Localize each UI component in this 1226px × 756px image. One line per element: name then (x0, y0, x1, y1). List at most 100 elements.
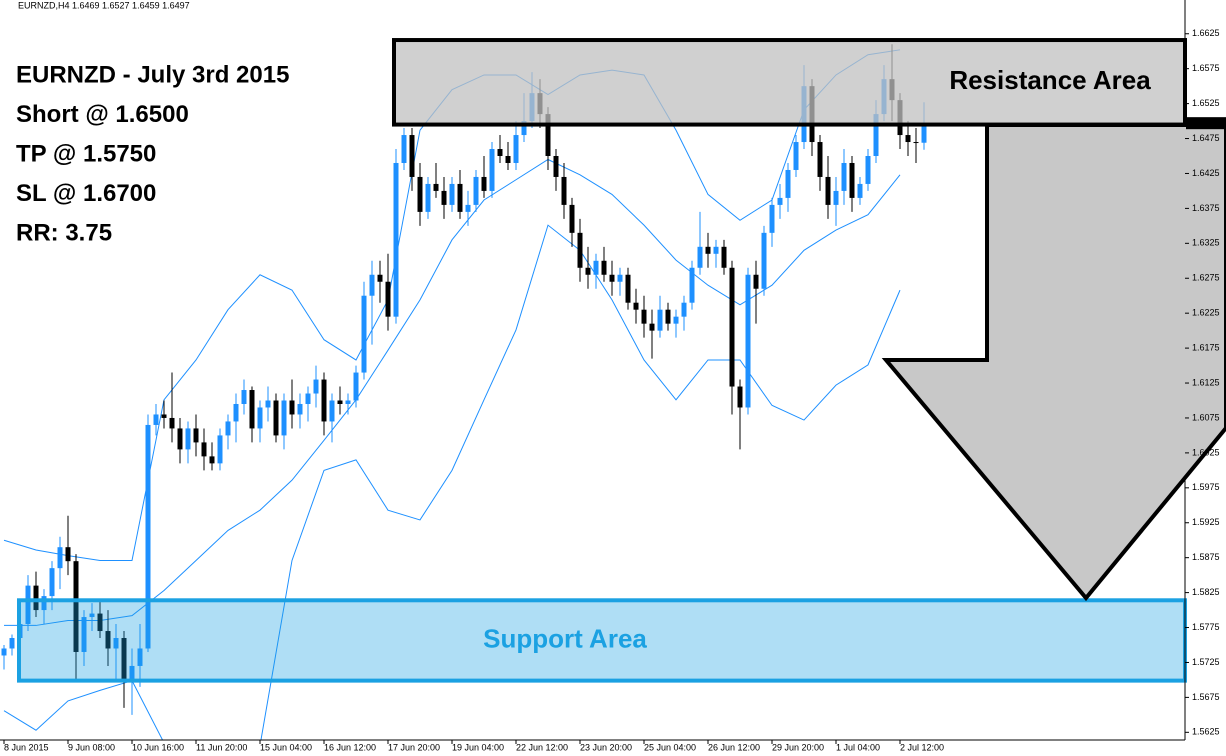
price-tag (1186, 117, 1226, 130)
y-tick-label: 1.6075 (1192, 412, 1220, 422)
header: EURNZD,H4 1.6469 1.6527 1.6459 1.6497 (18, 0, 190, 10)
candle-body (705, 246, 711, 254)
candle-body (521, 121, 527, 136)
x-tick-label: 19 Jun 04:00 (452, 742, 504, 752)
candle-body (377, 274, 383, 282)
candle-body (73, 561, 79, 652)
candle-body (641, 309, 647, 324)
candle-body (665, 309, 671, 324)
candle-body (769, 204, 775, 233)
candle-body (745, 274, 751, 408)
candle-body (497, 149, 503, 156)
y-tick-label: 1.6175 (1192, 342, 1220, 352)
candle-body (257, 407, 263, 429)
candle-body (249, 390, 255, 429)
candle-body (57, 547, 63, 569)
annotation: TP @ 1.5750 (16, 140, 156, 167)
candle-body (225, 421, 231, 436)
y-tick-label: 1.6475 (1192, 133, 1220, 143)
candle-body (241, 390, 247, 404)
x-tick-label: 16 Jun 12:00 (324, 742, 376, 752)
candle-body (81, 617, 87, 652)
candle-body (713, 246, 719, 254)
candle-body (577, 232, 583, 268)
x-tick-label: 25 Jun 04:00 (644, 742, 696, 752)
overlay: Resistance Area Support Area (17, 38, 1187, 683)
x-tick-label: 11 Jun 20:00 (196, 742, 247, 752)
candle-body (129, 665, 135, 680)
candle-body (329, 400, 335, 422)
candle-body (401, 135, 407, 163)
candle-body (697, 246, 703, 268)
candle-body (209, 456, 215, 464)
x-tick-label: 22 Jun 12:00 (516, 742, 568, 752)
candle-body (649, 323, 655, 331)
candle-body (569, 204, 575, 233)
candle-body (753, 274, 759, 289)
bollinger-band (4, 158, 901, 626)
candle-body (153, 414, 159, 425)
candle-body (201, 442, 207, 457)
candle-body (857, 183, 863, 198)
candle-body (449, 183, 455, 205)
candle-body (817, 142, 823, 177)
candle-body (737, 386, 743, 408)
candle-body (185, 428, 191, 450)
candle-body (833, 190, 839, 205)
candle-body (193, 428, 199, 443)
candle-body (169, 417, 175, 429)
candle-body (841, 162, 847, 191)
y-tick-label: 1.5825 (1192, 587, 1220, 597)
candle-body (321, 379, 327, 422)
candle-body (9, 638, 15, 649)
candle-body (337, 400, 343, 404)
candle-body (265, 400, 271, 408)
candle-body (161, 414, 167, 418)
candle-body (617, 274, 623, 282)
candle-body (473, 176, 479, 205)
y-tick-label: 1.5675 (1192, 692, 1220, 702)
candle-body (105, 631, 111, 649)
candle-body (121, 638, 127, 680)
candle-body (289, 400, 295, 415)
candle-body (89, 613, 95, 618)
candle-body (297, 403, 303, 415)
candle-body (217, 435, 223, 464)
y-tick-label: 1.6575 (1192, 63, 1220, 73)
x-tick-label: 1 Jul 04:00 (836, 742, 880, 752)
candle-body (729, 267, 735, 387)
candle-body (1, 648, 7, 656)
candle-body (921, 123, 927, 143)
x-tick-label: 9 Jun 08:00 (68, 742, 115, 752)
candle-body (785, 169, 791, 198)
y-tick-label: 1.6275 (1192, 273, 1220, 283)
candle-body (553, 156, 559, 177)
candle-body (65, 547, 71, 562)
candle-body (281, 400, 287, 436)
candle-body (369, 274, 375, 296)
candle-body (233, 403, 239, 422)
candle-body (137, 648, 143, 666)
annotation: EURNZD - July 3rd 2015 (16, 61, 289, 88)
y-tick-label: 1.5975 (1192, 482, 1220, 492)
candle-body (385, 281, 391, 317)
candle-body (513, 135, 519, 163)
x-tick-label: 26 Jun 12:00 (708, 742, 760, 752)
candle-body (305, 393, 311, 404)
zone-label: Resistance Area (949, 65, 1151, 95)
candle-body (873, 114, 879, 156)
candle-body (97, 613, 103, 632)
candle-body (681, 302, 687, 317)
annotations: EURNZD - July 3rd 2015 Short @ 1.6500 TP @… (16, 61, 289, 246)
candle-body (353, 372, 359, 401)
candle-body (633, 302, 639, 310)
candle-body (673, 316, 679, 324)
y-tick-label: 1.5875 (1192, 552, 1220, 562)
y-tick-label: 1.6375 (1192, 203, 1220, 213)
zone (392, 38, 1187, 127)
y-tick-label: 1.6425 (1192, 168, 1220, 178)
down-arrow (881, 123, 1226, 602)
candle-body (417, 176, 423, 212)
candle-body (689, 267, 695, 303)
